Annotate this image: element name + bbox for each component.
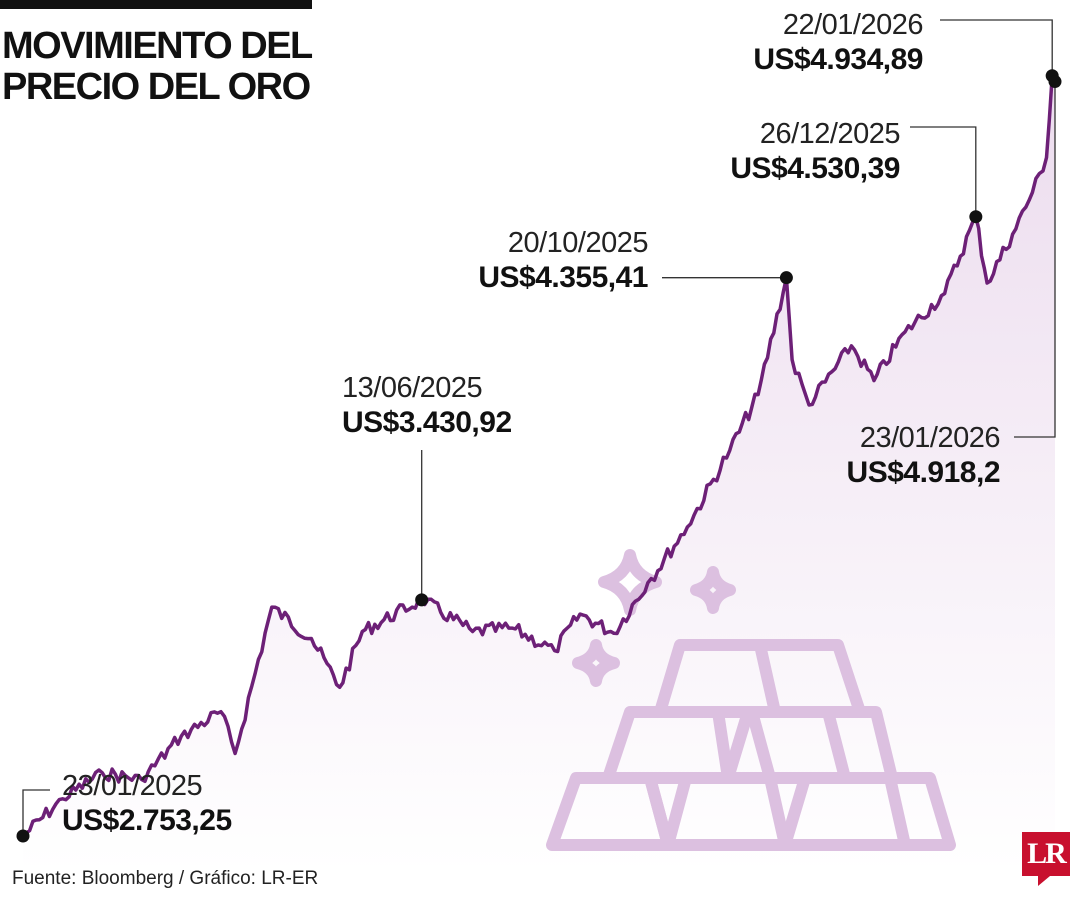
annotation-connector bbox=[910, 126, 977, 217]
chart-title: MOVIMIENTO DEL PRECIO DEL ORO bbox=[2, 25, 313, 108]
annotation-value: US$4.934,89 bbox=[753, 43, 923, 76]
price-area bbox=[23, 75, 1055, 872]
annotation-connector bbox=[22, 789, 50, 836]
annotation-date: 22/01/2026 bbox=[783, 9, 923, 41]
annotation-date: 20/10/2025 bbox=[508, 227, 648, 259]
annotation-point bbox=[16, 829, 30, 843]
price-line bbox=[21, 73, 1057, 838]
annotation-value: US$4.530,39 bbox=[730, 152, 900, 185]
source-credit: Fuente: Bloomberg / Gráfico: LR-ER bbox=[12, 868, 319, 889]
annotation-value: US$3.430,92 bbox=[342, 406, 512, 439]
annotation-date: 13/06/2025 bbox=[342, 372, 482, 404]
annotation-date: 26/12/2025 bbox=[760, 118, 900, 150]
annotation-connector bbox=[1014, 81, 1056, 438]
annotation-point bbox=[415, 593, 429, 607]
top-rule bbox=[0, 0, 312, 9]
annotation-value: US$4.355,41 bbox=[478, 261, 648, 294]
annotation-value: US$4.918,2 bbox=[847, 456, 1000, 489]
annotation-connector bbox=[940, 19, 1053, 76]
annotation-point bbox=[1048, 75, 1062, 89]
annotation-date: 23/01/2026 bbox=[860, 422, 1000, 454]
annotation-connectors bbox=[22, 19, 1056, 836]
lr-logo: LR bbox=[1022, 832, 1070, 886]
annotation-points bbox=[16, 69, 1062, 843]
annotation-date: 23/01/2025 bbox=[62, 770, 202, 802]
annotation-point bbox=[779, 271, 793, 285]
annotation-point bbox=[969, 210, 983, 224]
annotation-value: US$2.753,25 bbox=[62, 804, 232, 837]
